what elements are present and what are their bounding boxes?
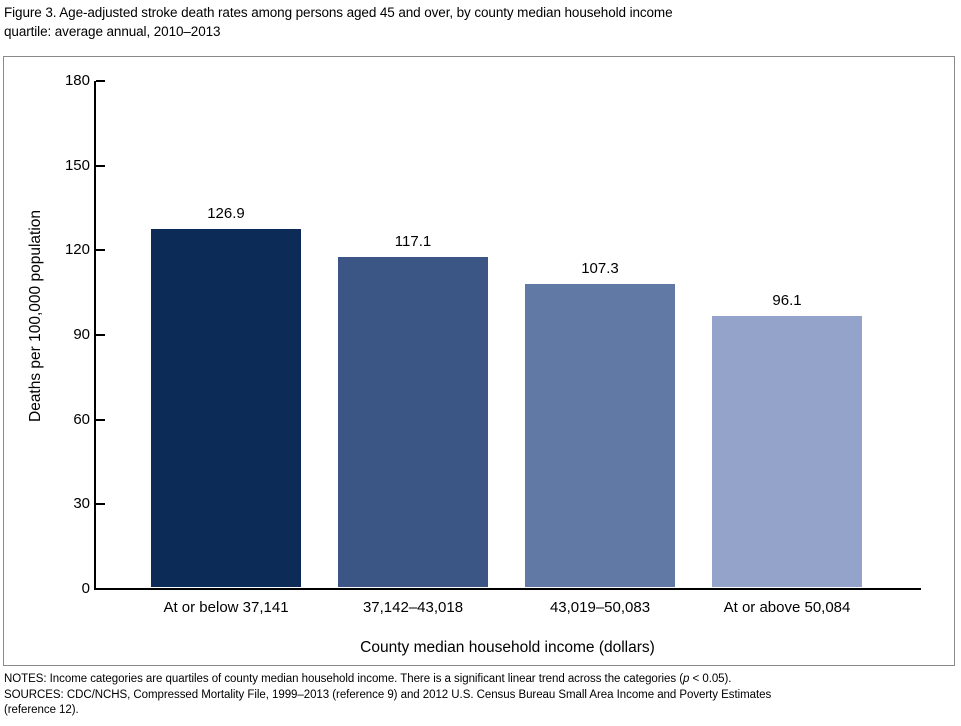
bar-value-label: 107.3 — [581, 260, 619, 278]
y-axis-tick-mark — [96, 249, 105, 252]
sources-text: CDC/NCHS, Compressed Mortality File, 199… — [63, 688, 772, 701]
y-axis-tick-mark — [96, 80, 105, 82]
sources-line: SOURCES: CDC/NCHS, Compressed Mortality … — [4, 688, 954, 704]
figure-title-line-2: quartile: average annual, 2010–2013 — [4, 24, 221, 39]
y-axis-tick-mark — [96, 503, 105, 506]
notes-label: NOTES: — [4, 673, 47, 685]
bar-value-label: 117.1 — [394, 232, 432, 250]
x-axis-category-label: At or below 37,141 — [163, 599, 289, 616]
chart-frame: 0 30 60 90 120 150 180 Deaths per 100,000 popu… — [3, 56, 955, 666]
x-axis-title: County median household income (dollars) — [360, 639, 655, 656]
y-axis-tick-label-text: 120 — [64, 241, 90, 259]
y-axis-tick-label-text: 60 — [73, 410, 90, 428]
y-axis-tick-mark — [96, 164, 105, 167]
notes-p-symbol: p — [683, 673, 690, 685]
y-axis-tick-label: 30 — [4, 496, 90, 511]
notes-text: Income categories are quartiles of count… — [46, 673, 684, 685]
x-axis-line — [94, 588, 921, 590]
sources-line-2: (reference 12). — [4, 704, 79, 716]
y-axis-tick-label: 60 — [4, 412, 90, 427]
notes-line: NOTES: Income categories are quartiles o… — [4, 672, 954, 688]
plot-area: 0 30 60 90 120 150 180 Deaths per 100,000 popu… — [4, 57, 954, 665]
sources-label: SOURCES: — [4, 688, 64, 701]
bar-value-label: 96.1 — [772, 291, 802, 309]
x-axis-category-label: 37,142–43,018 — [362, 599, 464, 616]
y-axis-tick-label-text: 150 — [64, 156, 90, 174]
figure-title-line-1: Figure 3. Age-adjusted stroke death rate… — [4, 5, 673, 20]
bar[interactable] — [712, 315, 862, 587]
notes-p-value: < 0.05). — [689, 673, 732, 685]
y-axis-tick-label: 0 — [4, 581, 90, 596]
bar[interactable] — [151, 228, 301, 587]
y-axis-tick-mark — [96, 418, 105, 421]
figure-notes: NOTES: Income categories are quartiles o… — [4, 672, 954, 719]
x-axis-category-label: 43,019–50,083 — [549, 599, 651, 616]
figure-title: Figure 3. Age-adjusted stroke death rate… — [4, 3, 944, 41]
y-axis-tick-mark — [96, 334, 105, 336]
y-axis-tick-mark — [96, 588, 105, 590]
x-axis-category-label: At or above 50,084 — [723, 599, 851, 616]
y-axis-tick-label: 150 — [4, 158, 90, 173]
y-axis-tick-label-text: 90 — [73, 326, 90, 343]
y-axis-tick-label: 90 — [4, 327, 90, 342]
y-axis-tick-label: 180 — [4, 73, 90, 88]
y-axis-title: Deaths per 100,000 population — [27, 210, 44, 422]
y-axis-tick-label: 120 — [4, 242, 90, 257]
y-axis-line — [94, 81, 96, 590]
bar[interactable] — [525, 284, 675, 587]
y-axis-tick-label-text: 30 — [73, 495, 90, 513]
bar-value-label: 126.9 — [207, 204, 245, 222]
bar[interactable] — [338, 256, 488, 587]
y-axis-tick-label-text: 180 — [64, 72, 90, 89]
y-axis-tick-label-text: 0 — [81, 580, 90, 597]
